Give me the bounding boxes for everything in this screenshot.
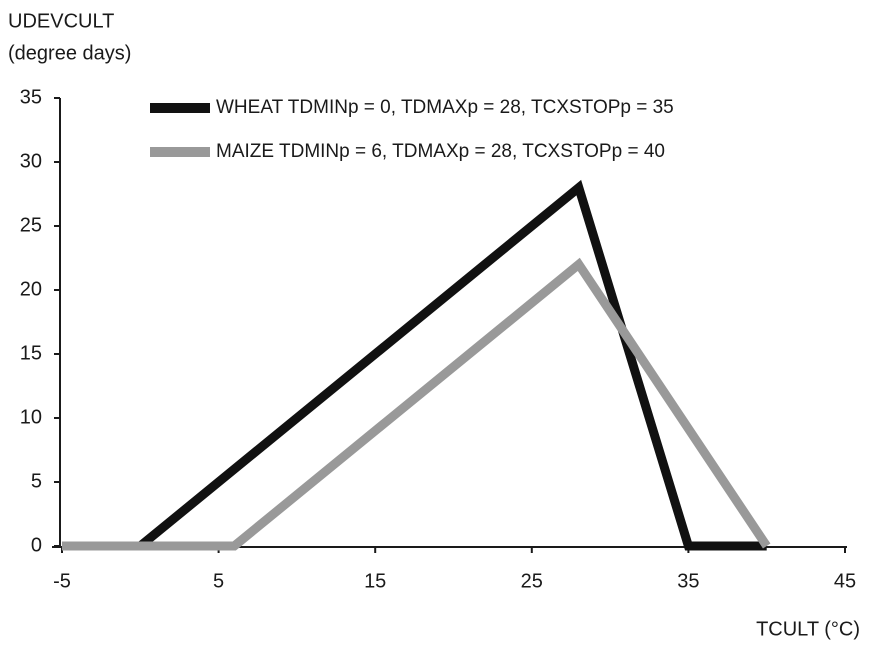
y-tick-label: 25 [20, 214, 42, 236]
x-tick-label: -5 [53, 570, 71, 592]
x-tick-label: 35 [677, 570, 699, 592]
y-tick-label: 5 [31, 470, 42, 492]
legend-label: WHEAT TDMINp = 0, TDMAXp = 28, TCXSTOPp … [216, 97, 674, 118]
y-tick-label: 15 [20, 342, 42, 364]
x-tick-label: 45 [834, 570, 856, 592]
y-tick-label: 10 [20, 406, 42, 428]
y-axis-label: UDEVCULT [8, 10, 114, 32]
series-line [62, 257, 771, 551]
x-tick-label: 5 [213, 570, 224, 592]
y-axis-label: (degree days) [8, 42, 131, 64]
x-tick-label: 25 [521, 570, 543, 592]
legend-label: MAIZE TDMINp = 6, TDMAXp = 28, TCXSTOPp … [216, 141, 665, 162]
y-tick-label: 20 [20, 278, 42, 300]
y-tick-label: 30 [20, 150, 42, 172]
y-tick-label: 35 [20, 86, 42, 108]
x-axis-label: TCULT (°C) [756, 618, 860, 640]
x-tick-label: 15 [364, 570, 386, 592]
series-line [62, 179, 767, 551]
y-tick-label: 0 [31, 534, 42, 556]
